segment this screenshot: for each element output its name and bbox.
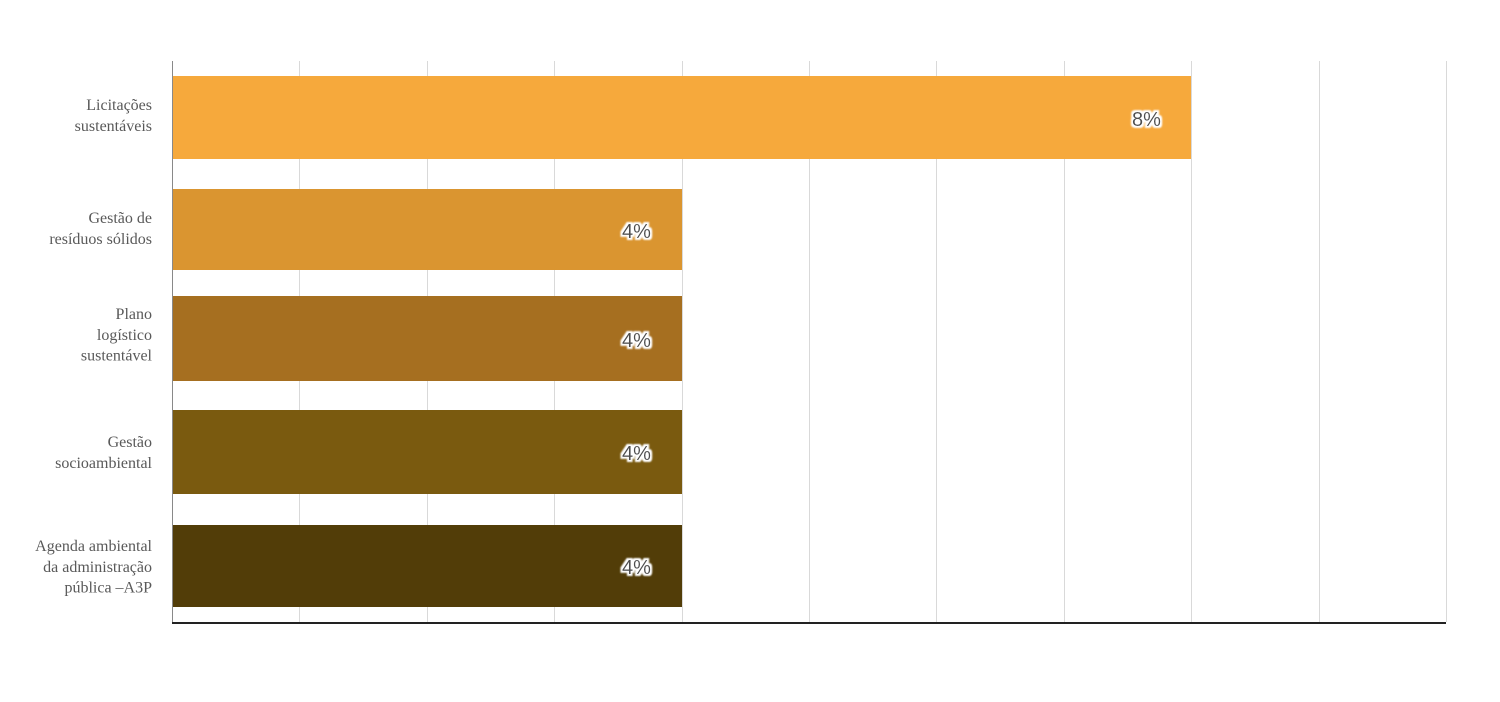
svg-text:pública –A3P: pública –A3P: [64, 580, 152, 597]
svg-text:logístico: logístico: [97, 327, 152, 344]
svg-text:da administração: da administração: [43, 559, 152, 576]
svg-text:Gestão de: Gestão de: [88, 210, 152, 227]
svg-text:socioambiental: socioambiental: [55, 455, 152, 472]
svg-text:Plano: Plano: [116, 306, 152, 323]
svg-text:Licitações: Licitações: [86, 97, 152, 114]
svg-text:resíduos sólidos: resíduos sólidos: [49, 231, 152, 248]
svg-text:Agenda ambiental: Agenda ambiental: [35, 538, 152, 555]
svg-text:sustentáveis: sustentáveis: [75, 118, 152, 135]
svg-text:sustentável: sustentável: [81, 348, 153, 365]
svg-text:Gestão: Gestão: [108, 434, 152, 451]
